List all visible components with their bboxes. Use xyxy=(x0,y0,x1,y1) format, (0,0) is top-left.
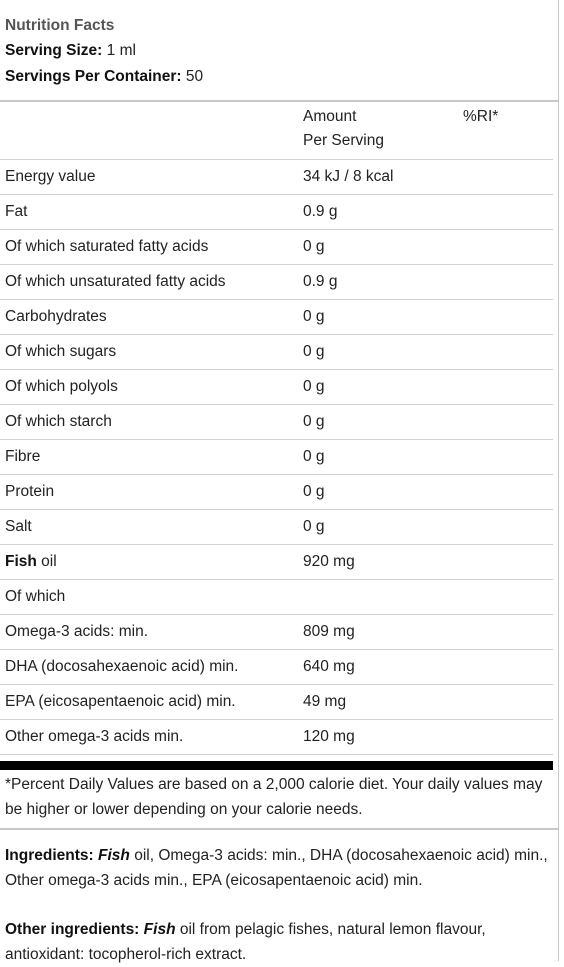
nutrient-ri xyxy=(458,614,553,650)
nutrient-name: Fibre xyxy=(0,439,298,475)
nutrient-amount: 0 g xyxy=(298,404,458,440)
nutrient-name: Of which sugars xyxy=(0,334,298,370)
other-ingredients-label: Other ingredients: xyxy=(5,921,140,938)
nutrient-name: Of which polyols xyxy=(0,369,298,405)
nutrient-name-rest: oil xyxy=(36,553,57,570)
servings-per-container: Servings Per Container: 50 xyxy=(5,64,553,90)
nutrient-amount: 0 g xyxy=(298,369,458,405)
ingredients-text: oil, Omega-3 acids: min., DHA (docosahex… xyxy=(5,847,548,889)
table-row: Of which sugars 0 g xyxy=(0,334,553,370)
table-row: Fat 0.9 g xyxy=(0,194,553,230)
serving-size: Serving Size: 1 ml xyxy=(5,38,553,64)
nutrient-ri xyxy=(458,474,553,510)
thick-divider xyxy=(0,761,553,770)
header-amount-line1: Amount xyxy=(303,108,357,125)
nutrition-title: Nutrition Facts xyxy=(5,17,115,34)
nutrient-ri xyxy=(458,369,553,405)
nutrient-amount: 0 g xyxy=(298,439,458,475)
table-row: Energy value 34 kJ / 8 kcal xyxy=(0,159,553,195)
nutrient-name: Of which unsaturated fatty acids xyxy=(0,264,298,300)
nutrient-name: Of which starch xyxy=(0,404,298,440)
table-header-row: Amount Per Serving %RI* xyxy=(0,102,553,160)
table-row: Of which polyols 0 g xyxy=(0,369,553,405)
nutrient-name: Protein xyxy=(0,474,298,510)
nutrition-table: Amount Per Serving %RI* Energy value 34 … xyxy=(0,102,553,755)
nutrient-amount: 0.9 g xyxy=(298,264,458,300)
daily-values-footnote: *Percent Daily Values are based on a 2,0… xyxy=(0,770,558,830)
table-row: Of which saturated fatty acids 0 g xyxy=(0,229,553,265)
other-ingredients-paragraph: Other ingredients: Fish oil from pelagic… xyxy=(0,918,558,967)
nutrient-amount: 0 g xyxy=(298,509,458,545)
nutrient-name: Carbohydrates xyxy=(0,299,298,335)
nutrient-ri xyxy=(458,229,553,265)
nutrient-name: Salt xyxy=(0,509,298,545)
nutrient-name: Fish oil xyxy=(0,544,298,580)
ingredients-paragraph: Ingredients: Fish oil, Omega-3 acids: mi… xyxy=(0,844,558,893)
servings-value: 50 xyxy=(185,68,204,85)
other-ingredients-emphasis: Fish xyxy=(143,921,176,938)
serving-size-value: 1 ml xyxy=(106,42,136,59)
header-ri: %RI* xyxy=(458,102,553,160)
other-ingredients-text: oil from pelagic fishes, natural lemon f… xyxy=(5,921,486,963)
nutrient-ri xyxy=(458,404,553,440)
nutrient-ri xyxy=(458,299,553,335)
table-row: Of which starch 0 g xyxy=(0,404,553,440)
table-row: Omega-3 acids: min. 809 mg xyxy=(0,614,553,650)
table-row: Protein 0 g xyxy=(0,474,553,510)
nutrient-ri xyxy=(458,334,553,370)
nutrient-name: Omega-3 acids: min. xyxy=(0,614,298,650)
nutrient-ri xyxy=(458,544,553,580)
nutrient-amount: 0 g xyxy=(298,474,458,510)
nutrient-amount: 34 kJ / 8 kcal xyxy=(298,159,458,195)
nutrient-name: Fat xyxy=(0,194,298,230)
nutrient-amount: 120 mg xyxy=(298,719,458,755)
nutrient-ri xyxy=(458,194,553,230)
table-row: DHA (docosahexaenoic acid) min. 640 mg xyxy=(0,649,553,685)
nutrient-amount: 809 mg xyxy=(298,614,458,650)
nutrient-amount: 0 g xyxy=(298,299,458,335)
nutrition-header: Nutrition Facts Serving Size: 1 ml Servi… xyxy=(0,0,558,102)
nutrient-name: Energy value xyxy=(0,159,298,195)
nutrient-name: DHA (docosahexaenoic acid) min. xyxy=(0,649,298,685)
table-row: EPA (eicosapentaenoic acid) min. 49 mg xyxy=(0,684,553,720)
nutrient-name: Of which xyxy=(0,579,298,615)
nutrient-ri xyxy=(458,579,553,615)
table-row: Other omega-3 acids min. 120 mg xyxy=(0,719,553,755)
nutrient-ri xyxy=(458,159,553,195)
serving-size-label: Serving Size: xyxy=(5,42,103,59)
nutrient-amount: 0 g xyxy=(298,229,458,265)
nutrient-amount: 0 g xyxy=(298,334,458,370)
nutrient-ri xyxy=(458,719,553,755)
nutrient-ri xyxy=(458,649,553,685)
nutrient-amount: 920 mg xyxy=(298,544,458,580)
ingredients-label: Ingredients: xyxy=(5,847,94,864)
nutrient-ri xyxy=(458,684,553,720)
nutrient-amount xyxy=(298,579,458,615)
table-row: Salt 0 g xyxy=(0,509,553,545)
ingredients-emphasis: Fish xyxy=(98,847,130,864)
nutrient-ri xyxy=(458,439,553,475)
header-amount-line2: Per Serving xyxy=(303,132,384,149)
table-row: Fish oil 920 mg xyxy=(0,544,553,580)
table-row: Of which unsaturated fatty acids 0.9 g xyxy=(0,264,553,300)
nutrient-name: Other omega-3 acids min. xyxy=(0,719,298,755)
header-amount: Amount Per Serving xyxy=(298,102,458,160)
header-empty-cell xyxy=(0,102,298,160)
nutrient-ri xyxy=(458,264,553,300)
nutrient-amount: 49 mg xyxy=(298,684,458,720)
nutrient-name: Of which saturated fatty acids xyxy=(0,229,298,265)
servings-label: Servings Per Container: xyxy=(5,68,182,85)
nutrient-name-bold: Fish xyxy=(5,553,37,570)
table-row: Of which xyxy=(0,579,553,615)
nutrient-amount: 0.9 g xyxy=(298,194,458,230)
nutrient-amount: 640 mg xyxy=(298,649,458,685)
nutrient-ri xyxy=(458,509,553,545)
nutrient-name: EPA (eicosapentaenoic acid) min. xyxy=(0,684,298,720)
table-row: Carbohydrates 0 g xyxy=(0,299,553,335)
table-row: Fibre 0 g xyxy=(0,439,553,475)
